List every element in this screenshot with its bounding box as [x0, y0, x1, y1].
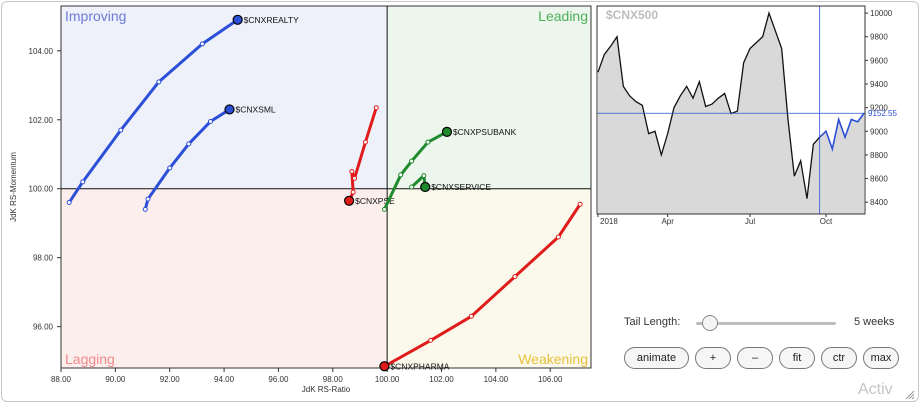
head-point-cnxpse: [344, 195, 355, 206]
ctr-button[interactable]: ctr: [821, 347, 857, 369]
trail-point-cnxpsubank: [409, 158, 415, 164]
head-point-cnxpsubank: [441, 126, 453, 137]
trail-point-cnxrealty: [199, 41, 205, 47]
quadrant-label-weakening: Weakening: [518, 351, 588, 367]
trail-point-cnxpse: [350, 189, 356, 195]
price-y-tick-label: 9200: [870, 104, 888, 113]
x-tick-label: 106.00: [538, 375, 563, 384]
quadrant-label-leading: Leading: [538, 8, 588, 24]
x-tick-label: 94.00: [214, 375, 235, 384]
tail-length-slider-thumb[interactable]: [702, 315, 718, 331]
price-x-tick-label: 2018: [600, 217, 618, 226]
x-tick-label: 102.00: [429, 375, 454, 384]
trail-point-cnxpharma: [512, 274, 518, 280]
trail-point-cnxpharma: [428, 337, 434, 343]
trail-point-cnxpse: [362, 139, 368, 145]
x-tick-label: 92.00: [160, 375, 181, 384]
trail-point-cnxpharma: [468, 313, 474, 319]
price-plot-border: [596, 5, 866, 215]
quadrant-improving: [61, 6, 388, 189]
y-axis-label: JdK RS-Momentum: [9, 152, 18, 222]
trail-cnxrealty: [67, 18, 240, 205]
controls-panel: Tail Length: 5 weeks animate + – fit ctr…: [620, 305, 910, 385]
trail-point-cnxpsubank: [398, 172, 404, 178]
head-point-cnxsml: [224, 104, 235, 115]
x-tick-label: 104.00: [484, 375, 509, 384]
price-x-tick-label: Apr: [661, 217, 674, 226]
trail-point-cnxsml: [186, 141, 192, 147]
quadrant-lagging: [61, 188, 388, 368]
current-value-label: 9152.55: [868, 109, 897, 118]
price-y-tick-label: 8400: [870, 198, 888, 207]
trail-point-cnxsml: [145, 196, 151, 202]
y-tick-label: 100.00: [29, 185, 54, 194]
quadrant-label-lagging: Lagging: [65, 351, 115, 367]
price-x-tick-label: Jul: [745, 217, 755, 226]
quadrant-label-improving: Improving: [65, 8, 126, 24]
series-label-cnxpse: $CNXPSE: [355, 196, 395, 206]
quadrant-weakening: [387, 188, 591, 368]
price-y-tick-label: 10000: [870, 9, 893, 18]
trail-point-cnxrealty: [66, 200, 72, 206]
series-label-cnxrealty: $CNXREALTY: [244, 15, 299, 25]
animate-button[interactable]: animate: [624, 347, 689, 369]
series-label-cnxpsubank: $CNXPSUBANK: [453, 127, 517, 137]
watermark-text: Activ: [858, 381, 893, 398]
trail-point-cnxsml: [142, 206, 148, 212]
x-tick-label: 98.00: [323, 375, 344, 384]
trail-point-cnxpsubank: [381, 206, 387, 212]
max-button[interactable]: max: [863, 347, 899, 369]
head-point-cnxservice: [420, 181, 431, 193]
tail-length-label: Tail Length:: [624, 316, 681, 328]
trail-point-cnxpharma: [555, 234, 561, 240]
y-tick-label: 98.00: [33, 254, 54, 263]
quadrant-leading: [387, 6, 591, 189]
price-line-recent: [819, 112, 865, 152]
tail-length-slider[interactable]: [696, 322, 836, 325]
price-line: [597, 10, 821, 199]
x-tick-label: 100.00: [375, 375, 400, 384]
fit-button[interactable]: fit: [779, 347, 815, 369]
price-y-tick-label: 8800: [870, 151, 888, 160]
zoom-out-button[interactable]: –: [737, 347, 773, 369]
y-tick-label: 96.00: [33, 323, 54, 332]
trail-point-cnxrealty: [118, 127, 124, 133]
trail-point-cnxrealty: [80, 179, 86, 185]
trail-point-cnxservice: [409, 184, 415, 190]
zoom-in-button[interactable]: +: [695, 347, 731, 369]
tail-length-value: 5 weeks: [854, 316, 895, 328]
series-label-cnxsml: $CNXSML: [236, 104, 276, 114]
x-tick-label: 90.00: [105, 375, 126, 384]
y-tick-label: 104.00: [29, 47, 54, 56]
resize-handle-icon[interactable]: [905, 390, 915, 400]
trail-point-cnxpharma: [577, 201, 583, 207]
trail-point-cnxpse: [352, 175, 358, 181]
head-point-cnxrealty: [232, 14, 243, 25]
trail-point-cnxsml: [207, 118, 213, 124]
series-label-cnxpharma: $CNXPHARMA: [390, 361, 449, 371]
price-y-tick-label: 9600: [870, 56, 888, 65]
trail-point-cnxpsubank: [425, 139, 431, 145]
trail-point-cnxpse: [373, 105, 379, 111]
series-label-cnxservice: $CNXSERVICE: [431, 182, 491, 192]
y-tick-label: 102.00: [29, 116, 54, 125]
head-point-cnxpharma: [379, 361, 390, 372]
price-y-tick-label: 9800: [870, 33, 888, 42]
price-y-tick-label: 9400: [870, 80, 888, 89]
trail-cnxpharma: [382, 202, 582, 368]
price-x-tick-label: Oct: [820, 217, 833, 226]
price-y-tick-label: 8600: [870, 175, 888, 184]
trail-point-cnxsml: [167, 165, 173, 171]
price-chart-title: $CNX500: [606, 8, 658, 22]
trail-point-cnxpse: [349, 168, 355, 174]
plot-border: [60, 5, 592, 369]
x-axis-label: JdK RS-Ratio: [302, 385, 351, 394]
x-tick-label: 88.00: [51, 375, 72, 384]
price-y-tick-label: 9000: [870, 127, 888, 136]
x-tick-label: 96.00: [268, 375, 289, 384]
trail-point-cnxservice: [421, 173, 427, 179]
trail-point-cnxrealty: [156, 79, 162, 85]
